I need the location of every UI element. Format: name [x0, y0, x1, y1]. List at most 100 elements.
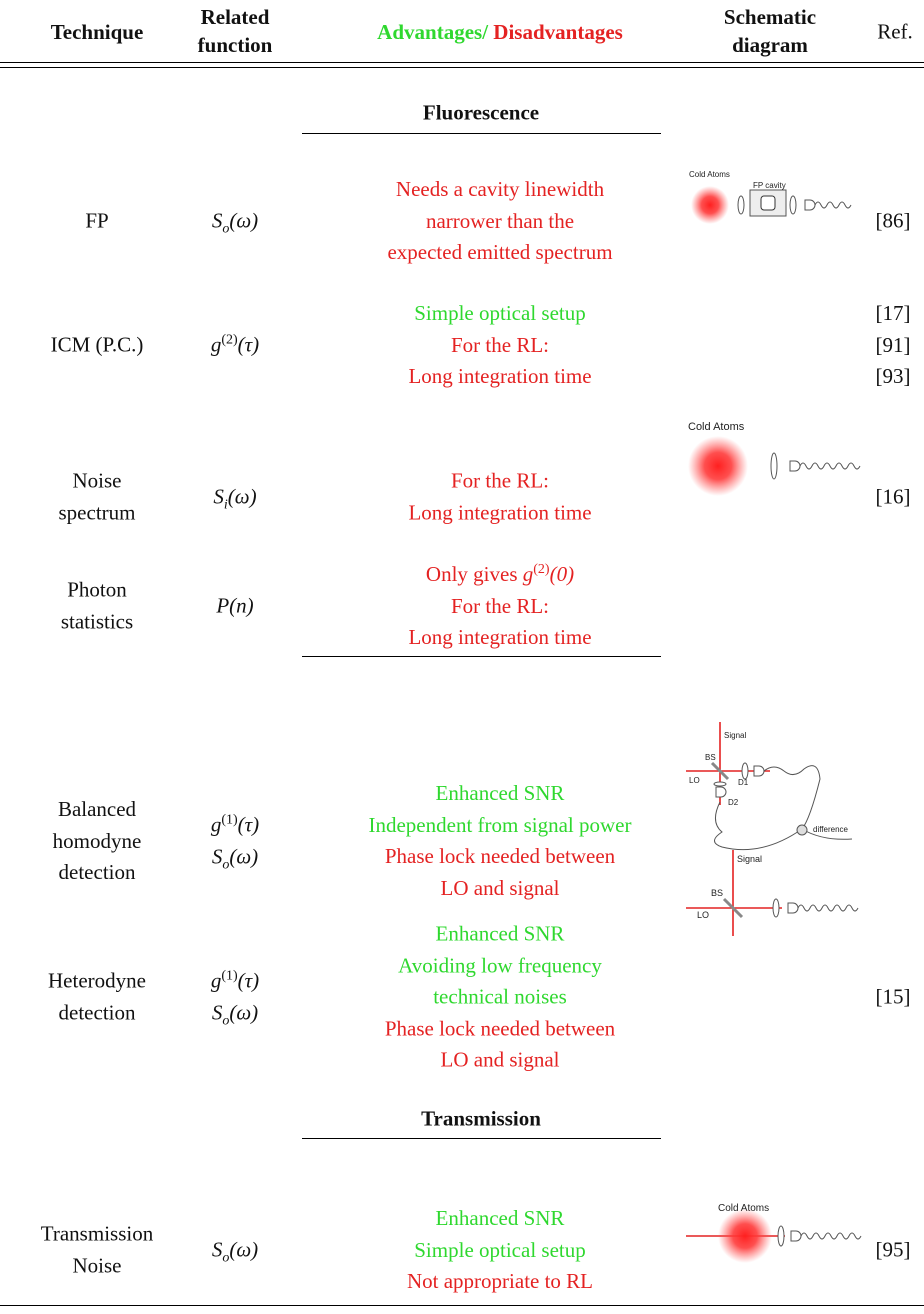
line-text: Long integration time	[408, 363, 592, 388]
math-base: S	[211, 844, 223, 868]
advantage-line: Not appropriate to RL	[407, 1266, 593, 1298]
fiber	[799, 462, 861, 470]
detector	[790, 1230, 802, 1242]
math: So(ω)	[211, 1000, 258, 1028]
advantage-line: Only gives g(2)(0)	[408, 559, 591, 591]
refs: [86]	[876, 205, 911, 237]
technique-line: homodyne	[52, 828, 142, 853]
diagram-label: FP cavity	[753, 181, 786, 190]
detector	[804, 199, 816, 211]
function: P(n)	[216, 590, 253, 622]
math-arg: (n)	[229, 593, 254, 618]
function-line: g(1)(τ)	[211, 810, 259, 842]
math-sub: i	[223, 497, 228, 513]
technique: Photon statistics	[61, 575, 133, 638]
lens	[770, 452, 778, 480]
advantage-line: narrower than the	[387, 205, 612, 237]
advantage-line: Enhanced SNR	[368, 778, 631, 810]
function: g(2)(τ)	[211, 329, 259, 361]
diagram-label: D1	[738, 778, 749, 787]
diagram-label: Signal	[737, 854, 762, 864]
lens	[777, 1225, 785, 1247]
math-base: S	[211, 1000, 223, 1024]
math-sub: o	[222, 1013, 230, 1029]
refs: [95]	[876, 1234, 911, 1266]
header-dis: Disadvantages	[493, 20, 623, 44]
math-arg: (ω)	[229, 1237, 259, 1262]
diagram-label: difference	[813, 825, 849, 834]
header-advantages: Advantages/ Disadvantages	[377, 18, 623, 46]
advantage-line: Long integration time	[408, 497, 591, 529]
header-line: function	[197, 33, 273, 57]
math: g(2)(0)	[523, 562, 574, 586]
section-title: Transmission	[421, 1106, 541, 1131]
cable	[714, 765, 853, 851]
header-schematic: Schematic diagram	[724, 3, 816, 59]
diagram-label: BS	[705, 753, 716, 762]
math-sup: (1)	[221, 812, 238, 828]
section-rule	[302, 133, 661, 134]
function: g(1)(τ) So(ω)	[211, 966, 259, 1029]
diagram-label: Cold Atoms	[688, 421, 745, 433]
detector	[753, 765, 765, 777]
line-text: LO and signal	[440, 1047, 560, 1072]
line-text: For the RL:	[451, 593, 549, 618]
math-base: S	[211, 1237, 223, 1262]
diagram-label: LO	[697, 910, 709, 920]
advantage-line: Independent from signal power	[368, 810, 631, 842]
fiber	[814, 201, 852, 209]
diagram-label: BS	[711, 888, 723, 898]
atom-cloud	[718, 1209, 772, 1263]
technique: Transmission Noise	[41, 1219, 153, 1282]
math-base: P	[216, 593, 230, 618]
lens	[737, 195, 745, 215]
line-text: Phase lock needed between	[384, 1015, 616, 1040]
math: g(1)(τ)	[211, 969, 259, 993]
advantage-line: technical noises	[385, 981, 615, 1013]
math-base: S	[211, 208, 223, 233]
technique-line: Noise	[72, 1253, 122, 1277]
line-text: technical noises	[433, 984, 567, 1009]
function-line: g(2)(τ)	[211, 329, 259, 361]
technique: ICM (P.C.)	[51, 329, 144, 361]
lens	[789, 195, 797, 215]
technique-line: Heterodyne	[48, 968, 146, 993]
math: g(1)(τ)	[211, 813, 259, 837]
header-technique: Technique	[50, 20, 144, 44]
advantage-line: Simple optical setup	[407, 1234, 593, 1266]
math-base: S	[213, 484, 224, 509]
section-title: Fluorescence	[422, 100, 540, 125]
advantage-line: Phase lock needed between	[385, 1013, 615, 1045]
technique: Heterodyne detection	[48, 966, 146, 1029]
function: So(ω)	[212, 1234, 258, 1266]
math-sup: (1)	[221, 968, 238, 984]
detector	[787, 902, 799, 914]
advantages: Only gives g(2)(0) For the RL: Long integr…	[408, 559, 591, 654]
difference-node	[796, 824, 808, 836]
function-line: g(1)(τ)	[211, 966, 259, 998]
advantage-line: Enhanced SNR	[385, 918, 615, 950]
technique: FP	[85, 205, 108, 237]
advantage-line: Phase lock needed between	[368, 841, 631, 873]
diagram-label: Signal	[724, 731, 746, 740]
section-rule	[302, 1138, 661, 1139]
math-arg: (τ)	[237, 812, 260, 837]
math: So(ω)	[211, 844, 258, 872]
bottom-rule	[0, 1305, 924, 1306]
function-line: P(n)	[216, 590, 253, 622]
technique: Noise spectrum	[59, 466, 136, 529]
math-base: g	[522, 561, 534, 586]
ref: [95]	[875, 1237, 911, 1262]
line-text: Independent from signal power	[368, 812, 632, 837]
math: P(n)	[216, 593, 253, 617]
advantages: Enhanced SNR Avoiding low frequency techni…	[385, 918, 615, 1076]
math-sub: o	[222, 221, 230, 237]
advantages: Enhanced SNR Simple optical setup Not appr…	[407, 1203, 593, 1298]
line-text: Enhanced SNR	[435, 781, 565, 805]
math-base: g	[210, 812, 222, 837]
function-line: So(ω)	[212, 205, 258, 237]
math-arg: (τ)	[237, 968, 260, 993]
math: Si(ω)	[213, 484, 256, 512]
ref: [15]	[875, 984, 911, 1009]
